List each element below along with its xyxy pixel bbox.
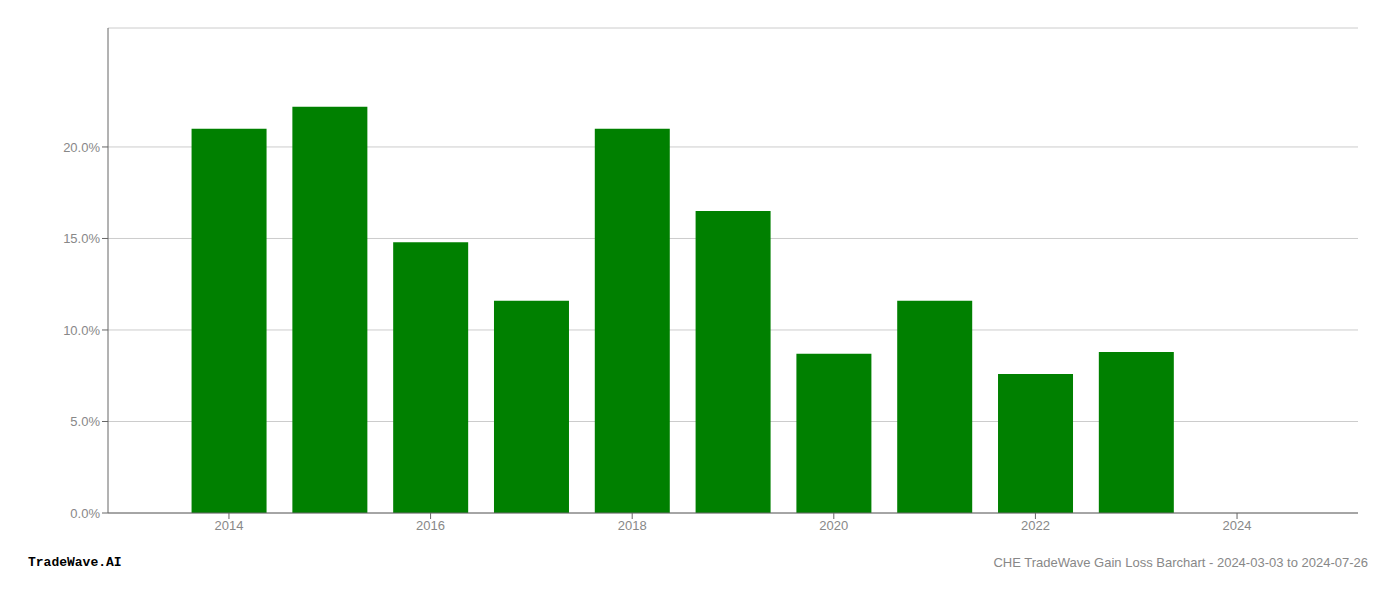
html-text:CHE TradeWave Gain Loss Barcha: CHE TradeWave Gain Loss Barchart - 2024-… <box>993 555 1368 570</box>
svg-text:2024: 2024 <box>1223 518 1252 533</box>
svg-text:2018: 2018 <box>618 518 647 533</box>
svg-text:2016: 2016 <box>416 518 445 533</box>
svg-text:2022: 2022 <box>1021 518 1050 533</box>
svg-text:0.0%: 0.0% <box>70 506 100 521</box>
svg-text:10.0%: 10.0% <box>63 323 100 338</box>
svg-text:2020: 2020 <box>819 518 848 533</box>
svg-text:5.0%: 5.0% <box>70 414 100 429</box>
svg-text:15.0%: 15.0% <box>63 231 100 246</box>
svg-text:2014: 2014 <box>215 518 244 533</box>
svg-text:20.0%: 20.0% <box>63 140 100 155</box>
html-text:TradeWave.AI: TradeWave.AI <box>28 555 122 570</box>
